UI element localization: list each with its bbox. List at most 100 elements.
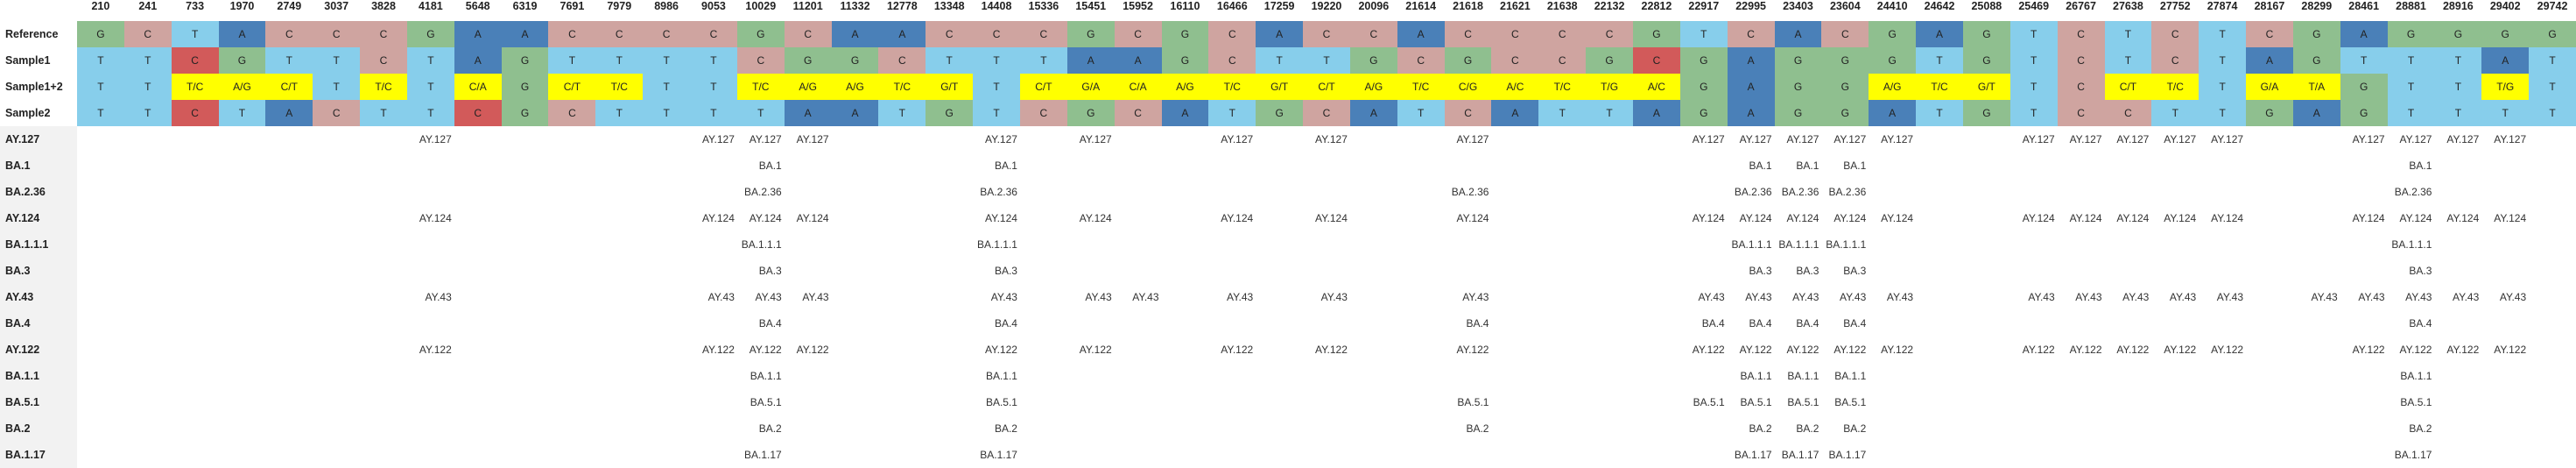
lineage-cell: AY.127 (1221, 133, 1254, 145)
lineage-label: BA.4 (0, 310, 77, 337)
nucleotide-cell: A (1727, 74, 1775, 100)
nucleotide-cell: G (1962, 47, 2010, 74)
position-header: 241 (138, 0, 158, 12)
nucleotide-cell: C (171, 47, 219, 74)
nucleotide-cell: A (1397, 21, 1445, 47)
lineage-cell: AY.43 (2028, 291, 2055, 303)
nucleotide-cell: G (1256, 100, 1304, 126)
lineage-cell: BA.1.1 (750, 370, 782, 382)
nucleotide-cell: A/G (1869, 74, 1917, 100)
lineage-cell: BA.1.1.1 (741, 238, 782, 251)
lineage-cell: BA.1.17 (1781, 449, 1819, 461)
lineage-cell: AY.43 (990, 291, 1017, 303)
nucleotide-cell: C (360, 47, 407, 74)
lineage-cell: AY.43 (425, 291, 452, 303)
nucleotide-cell: G (736, 21, 785, 47)
nucleotide-cell: G (2340, 74, 2388, 100)
lineage-cell: BA.2 (1796, 422, 1819, 435)
nucleotide-cell: A (218, 21, 266, 47)
nucleotide-cell: T (643, 74, 691, 100)
lineage-cell: BA.1.17 (1828, 449, 1867, 461)
position-header: 22995 (1735, 0, 1766, 12)
nucleotide-cell: C (1114, 21, 1162, 47)
nucleotide-cell: T (973, 74, 1020, 100)
lineage-cell: AY.43 (1698, 291, 1725, 303)
nucleotide-cell: C (2057, 100, 2105, 126)
nucleotide-cell: C (1633, 47, 1680, 74)
nucleotide-cell: C (1538, 47, 1587, 74)
nucleotide-cell: C/T (1303, 74, 1350, 100)
nucleotide-cell: A (1066, 47, 1115, 74)
nucleotide-cell: G/T (1256, 74, 1304, 100)
nucleotide-cell: T/C (736, 74, 785, 100)
nucleotide-cell: T (1019, 47, 1067, 74)
position-header: 28299 (2301, 0, 2333, 12)
nucleotide-cell: T/G (1586, 74, 1633, 100)
nucleotide-cell: T/C (171, 74, 219, 100)
lineage-cell: AY.124 (1456, 212, 1489, 224)
lineage-cell: BA.1 (1749, 160, 1772, 172)
nucleotide-cell: T (360, 100, 407, 126)
nucleotide-cell: T (77, 74, 124, 100)
nucleotide-cell: A (1774, 21, 1822, 47)
lineage-cell: AY.124 (1221, 212, 1254, 224)
nucleotide-cell: A (878, 21, 926, 47)
position-header: 25088 (1971, 0, 2002, 12)
nucleotide-cell: A (1916, 21, 1963, 47)
lineage-cell: AY.43 (2216, 291, 2244, 303)
lineage-cell: AY.124 (2164, 212, 2197, 224)
nucleotide-cell: A (784, 100, 832, 126)
lineage-cell: BA.5.1 (2400, 396, 2432, 408)
nucleotide-cell: G (784, 47, 832, 74)
lineage-cell: BA.2.36 (1828, 186, 1867, 198)
nucleotide-cell: C (878, 47, 926, 74)
lineage-cell: AY.122 (2022, 344, 2055, 356)
lineage-cell: BA.2 (2409, 422, 2432, 435)
nucleotide-cell: C/A (1114, 74, 1162, 100)
position-header: 3828 (371, 0, 396, 12)
nucleotide-cell: T (2104, 21, 2152, 47)
nucleotide-cell: A/G (218, 74, 266, 100)
nucleotide-cell: T (2529, 100, 2576, 126)
lineage-label: AY.43 (0, 284, 77, 310)
position-header: 20096 (1358, 0, 1390, 12)
nucleotide-cell: C (1114, 100, 1162, 126)
position-header: 17259 (1263, 0, 1295, 12)
position-header: 10029 (745, 0, 777, 12)
lineage-cell: BA.1.1 (1834, 370, 1867, 382)
lineage-cell: AY.43 (2405, 291, 2432, 303)
nucleotide-cell: C (1208, 47, 1256, 74)
nucleotide-cell: A (1491, 100, 1539, 126)
nucleotide-cell: A (454, 21, 502, 47)
lineage-cell: AY.43 (1132, 291, 1159, 303)
nucleotide-cell: T (218, 100, 266, 126)
nucleotide-cell: T (878, 100, 926, 126)
lineage-cell: AY.43 (2358, 291, 2385, 303)
lineage-cell: AY.122 (2116, 344, 2150, 356)
lineage-label: BA.1.17 (0, 442, 77, 468)
nucleotide-cell: A (2481, 47, 2530, 74)
lineage-cell: AY.43 (1226, 291, 1254, 303)
lineage-cell: BA.1 (2409, 160, 2432, 172)
nucleotide-cell: T (643, 100, 691, 126)
position-header: 27752 (2159, 0, 2191, 12)
lineage-cell: AY.127 (1456, 133, 1489, 145)
nucleotide-cell: T (77, 47, 124, 74)
nucleotide-cell: G/A (2246, 74, 2293, 100)
lineage-cell: BA.5.1 (1693, 396, 1725, 408)
nucleotide-cell: T (1679, 21, 1728, 47)
nucleotide-cell: A (1727, 100, 1775, 126)
position-header: 5648 (465, 0, 490, 12)
nucleotide-cell: C (1491, 21, 1539, 47)
nucleotide-cell: C (1538, 21, 1587, 47)
lineage-cell: AY.127 (2494, 133, 2527, 145)
lineage-label: BA.2 (0, 415, 77, 442)
nucleotide-cell: A/G (831, 74, 879, 100)
lineage-cell: AY.124 (749, 212, 782, 224)
position-header: 27638 (2113, 0, 2143, 12)
position-header: 13348 (933, 0, 965, 12)
lineage-cell: BA.3 (1843, 265, 1867, 277)
nucleotide-cell: G (501, 74, 549, 100)
sequence-label: Reference (5, 28, 59, 40)
nucleotide-cell: T (2434, 100, 2482, 126)
